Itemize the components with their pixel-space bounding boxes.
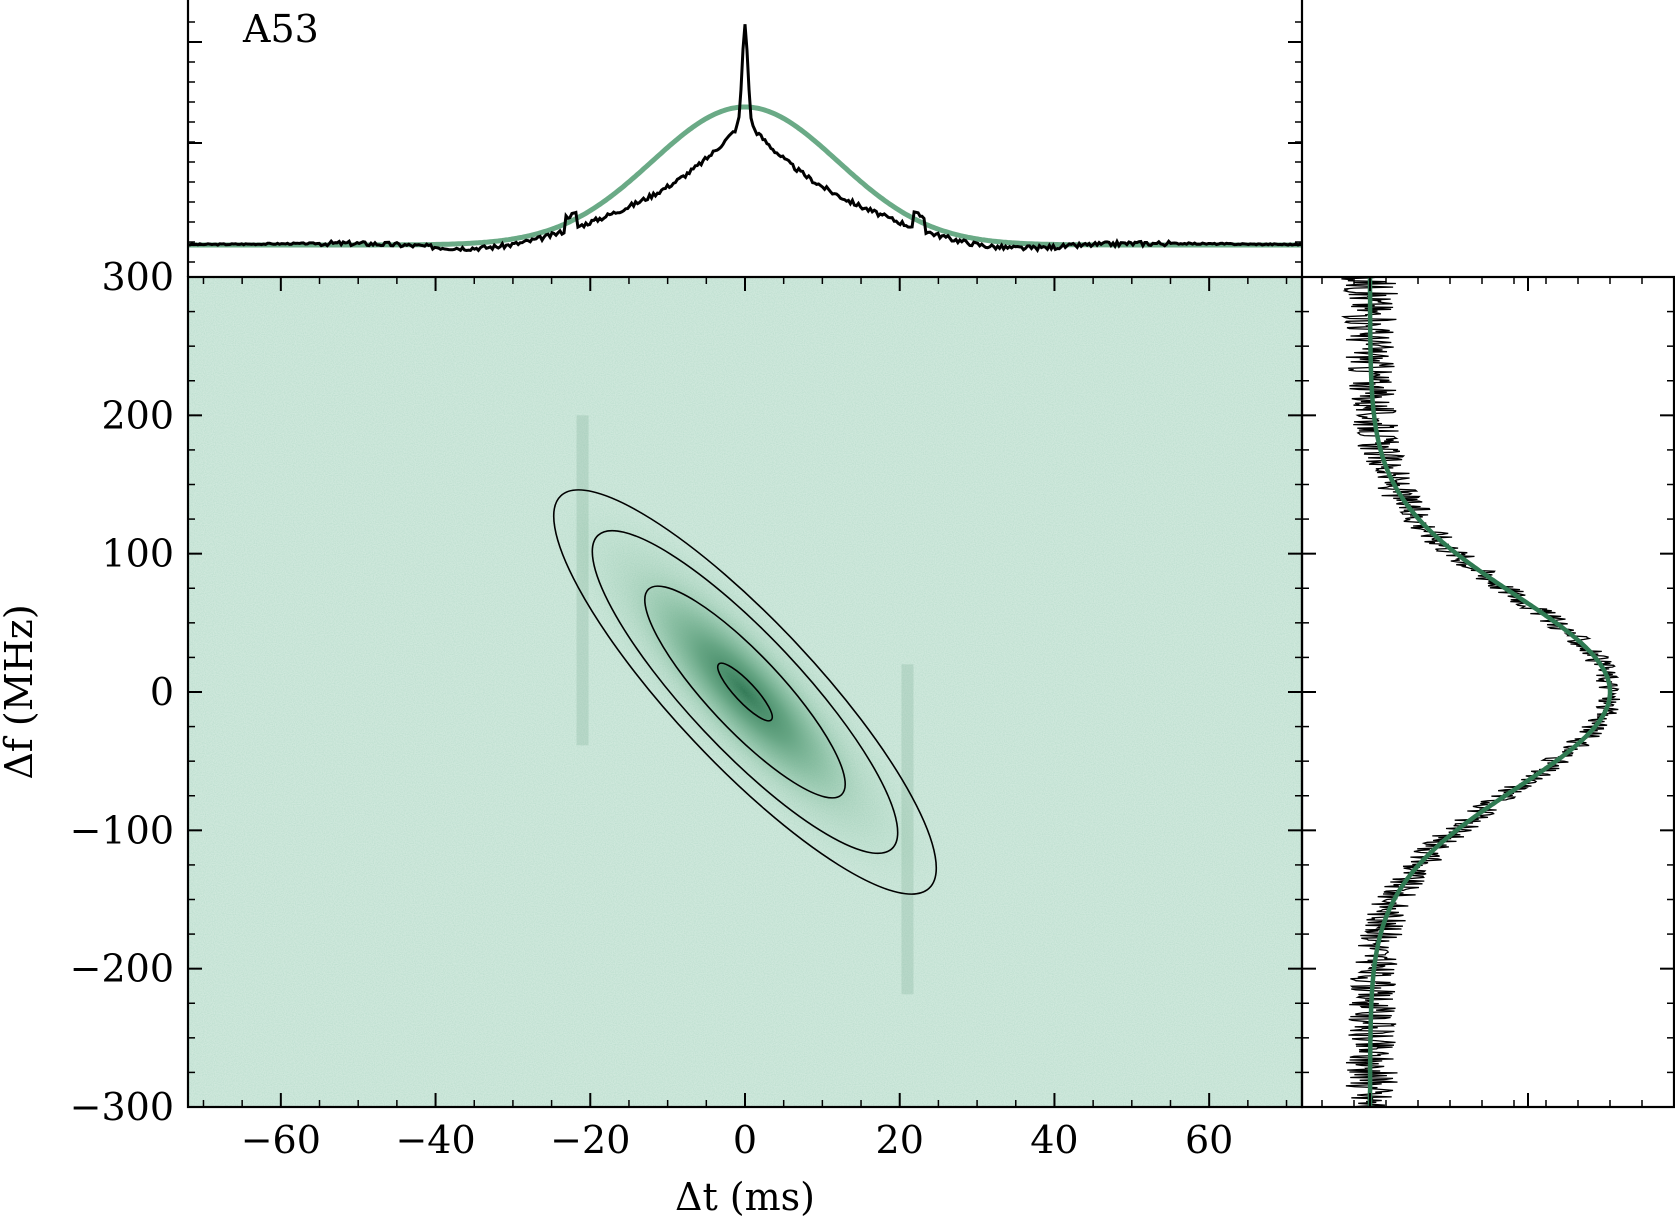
y-tick-label: −100 [70,808,174,852]
x-tick-label: −60 [241,1118,321,1162]
top-fit-curve [188,104,1302,248]
right-frame [1300,275,1675,1109]
y-tick-label: 100 [101,532,174,576]
main-ticks [188,276,1302,1108]
x-tick-labels: −60 −40 −20 0 20 40 60 [241,1118,1234,1162]
right-fit-curve [1367,277,1613,1107]
contour-ellipse [644,585,846,799]
right-panel [1300,275,1675,1109]
x-axis-label: Δt (ms) [675,1175,815,1219]
y-tick-label: −300 [70,1085,174,1129]
right-ticks [1302,276,1674,1108]
top-panel: A53 [186,0,1304,277]
x-tick-label: 0 [733,1118,757,1162]
contour-ellipse [552,489,938,895]
contour-ellipse [716,662,774,722]
x-tick-label: 40 [1030,1118,1078,1162]
y-tick-label: 200 [101,393,174,437]
x-tick-label: 20 [876,1118,924,1162]
panel-label: A53 [242,7,319,51]
main-panel: −60 −40 −20 0 20 40 60 −300−200−1000100200300 … [0,255,1304,1219]
y-tick-label: 300 [101,255,174,299]
right-data-curve [1340,277,1621,1107]
heatmap-noise [188,277,1302,1107]
top-ticks [188,21,1302,263]
top-data-curve [188,24,1302,254]
y-tick-labels: −300 −200 −100 0 100 200 300 [70,255,174,1129]
contour-ellipse [591,529,899,855]
heatmap-image [188,277,1302,1107]
y-tick-label: 0 [150,670,174,714]
x-tick-label: −40 [395,1118,475,1162]
y-axis-label: Δf (MHz) [0,604,41,779]
x-tick-label: 60 [1185,1118,1233,1162]
y-tick-label: −200 [70,947,174,991]
x-tick-label: −20 [550,1118,630,1162]
contour-lines [552,489,938,895]
